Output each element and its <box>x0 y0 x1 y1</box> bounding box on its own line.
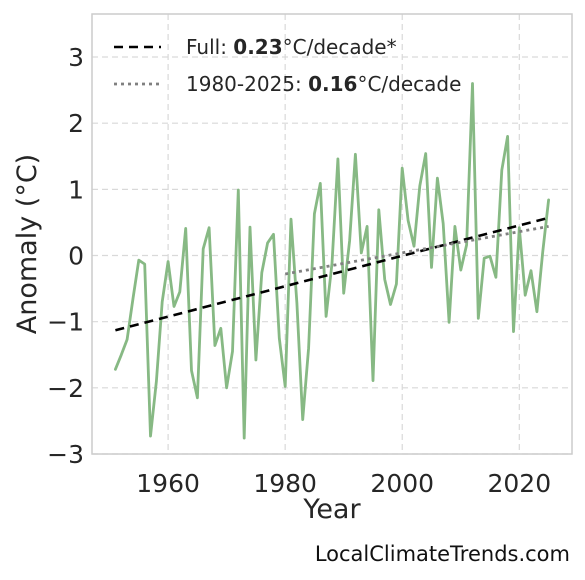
anomaly-series <box>114 82 550 440</box>
y-axis-label: Anomaly (°C) <box>12 154 43 334</box>
legend-recent-prefix: 1980-2025: <box>186 72 308 96</box>
x-tick-label: 2020 <box>488 469 552 498</box>
y-tick-label: 0 <box>68 242 84 271</box>
x-tick-label: 1960 <box>136 469 200 498</box>
series-layer <box>114 82 550 440</box>
x-tick-label: 1980 <box>253 469 317 498</box>
y-tick-label: −2 <box>47 374 84 403</box>
y-tick-label: 1 <box>68 175 84 204</box>
legend-label-recent: 1980-2025: 0.16°C/decade <box>186 72 461 96</box>
legend-full-value: 0.23 <box>233 35 282 59</box>
watermark: LocalClimateTrends.com <box>315 542 570 566</box>
y-tick-label: −3 <box>47 440 84 469</box>
x-tick-label: 2000 <box>370 469 434 498</box>
x-axis-label: Year <box>302 494 361 525</box>
tick-labels: 1960 1980 2000 2020 −3 −2 −1 0 1 2 3 <box>47 43 551 498</box>
y-tick-label: −1 <box>47 308 84 337</box>
y-tick-label: 3 <box>68 43 84 72</box>
legend-full-suffix: °C/decade* <box>283 35 397 59</box>
y-tick-label: 2 <box>68 109 84 138</box>
recent-trend-line <box>284 225 549 276</box>
legend-label-full: Full: 0.23°C/decade* <box>186 35 397 59</box>
legend-recent-value: 0.16 <box>308 72 357 96</box>
plot-frame <box>91 13 573 455</box>
legend-full-prefix: Full: <box>186 35 233 59</box>
legend: Full: 0.23°C/decade* 1980-2025: 0.16°C/d… <box>114 35 461 96</box>
legend-recent-suffix: °C/decade <box>357 72 461 96</box>
